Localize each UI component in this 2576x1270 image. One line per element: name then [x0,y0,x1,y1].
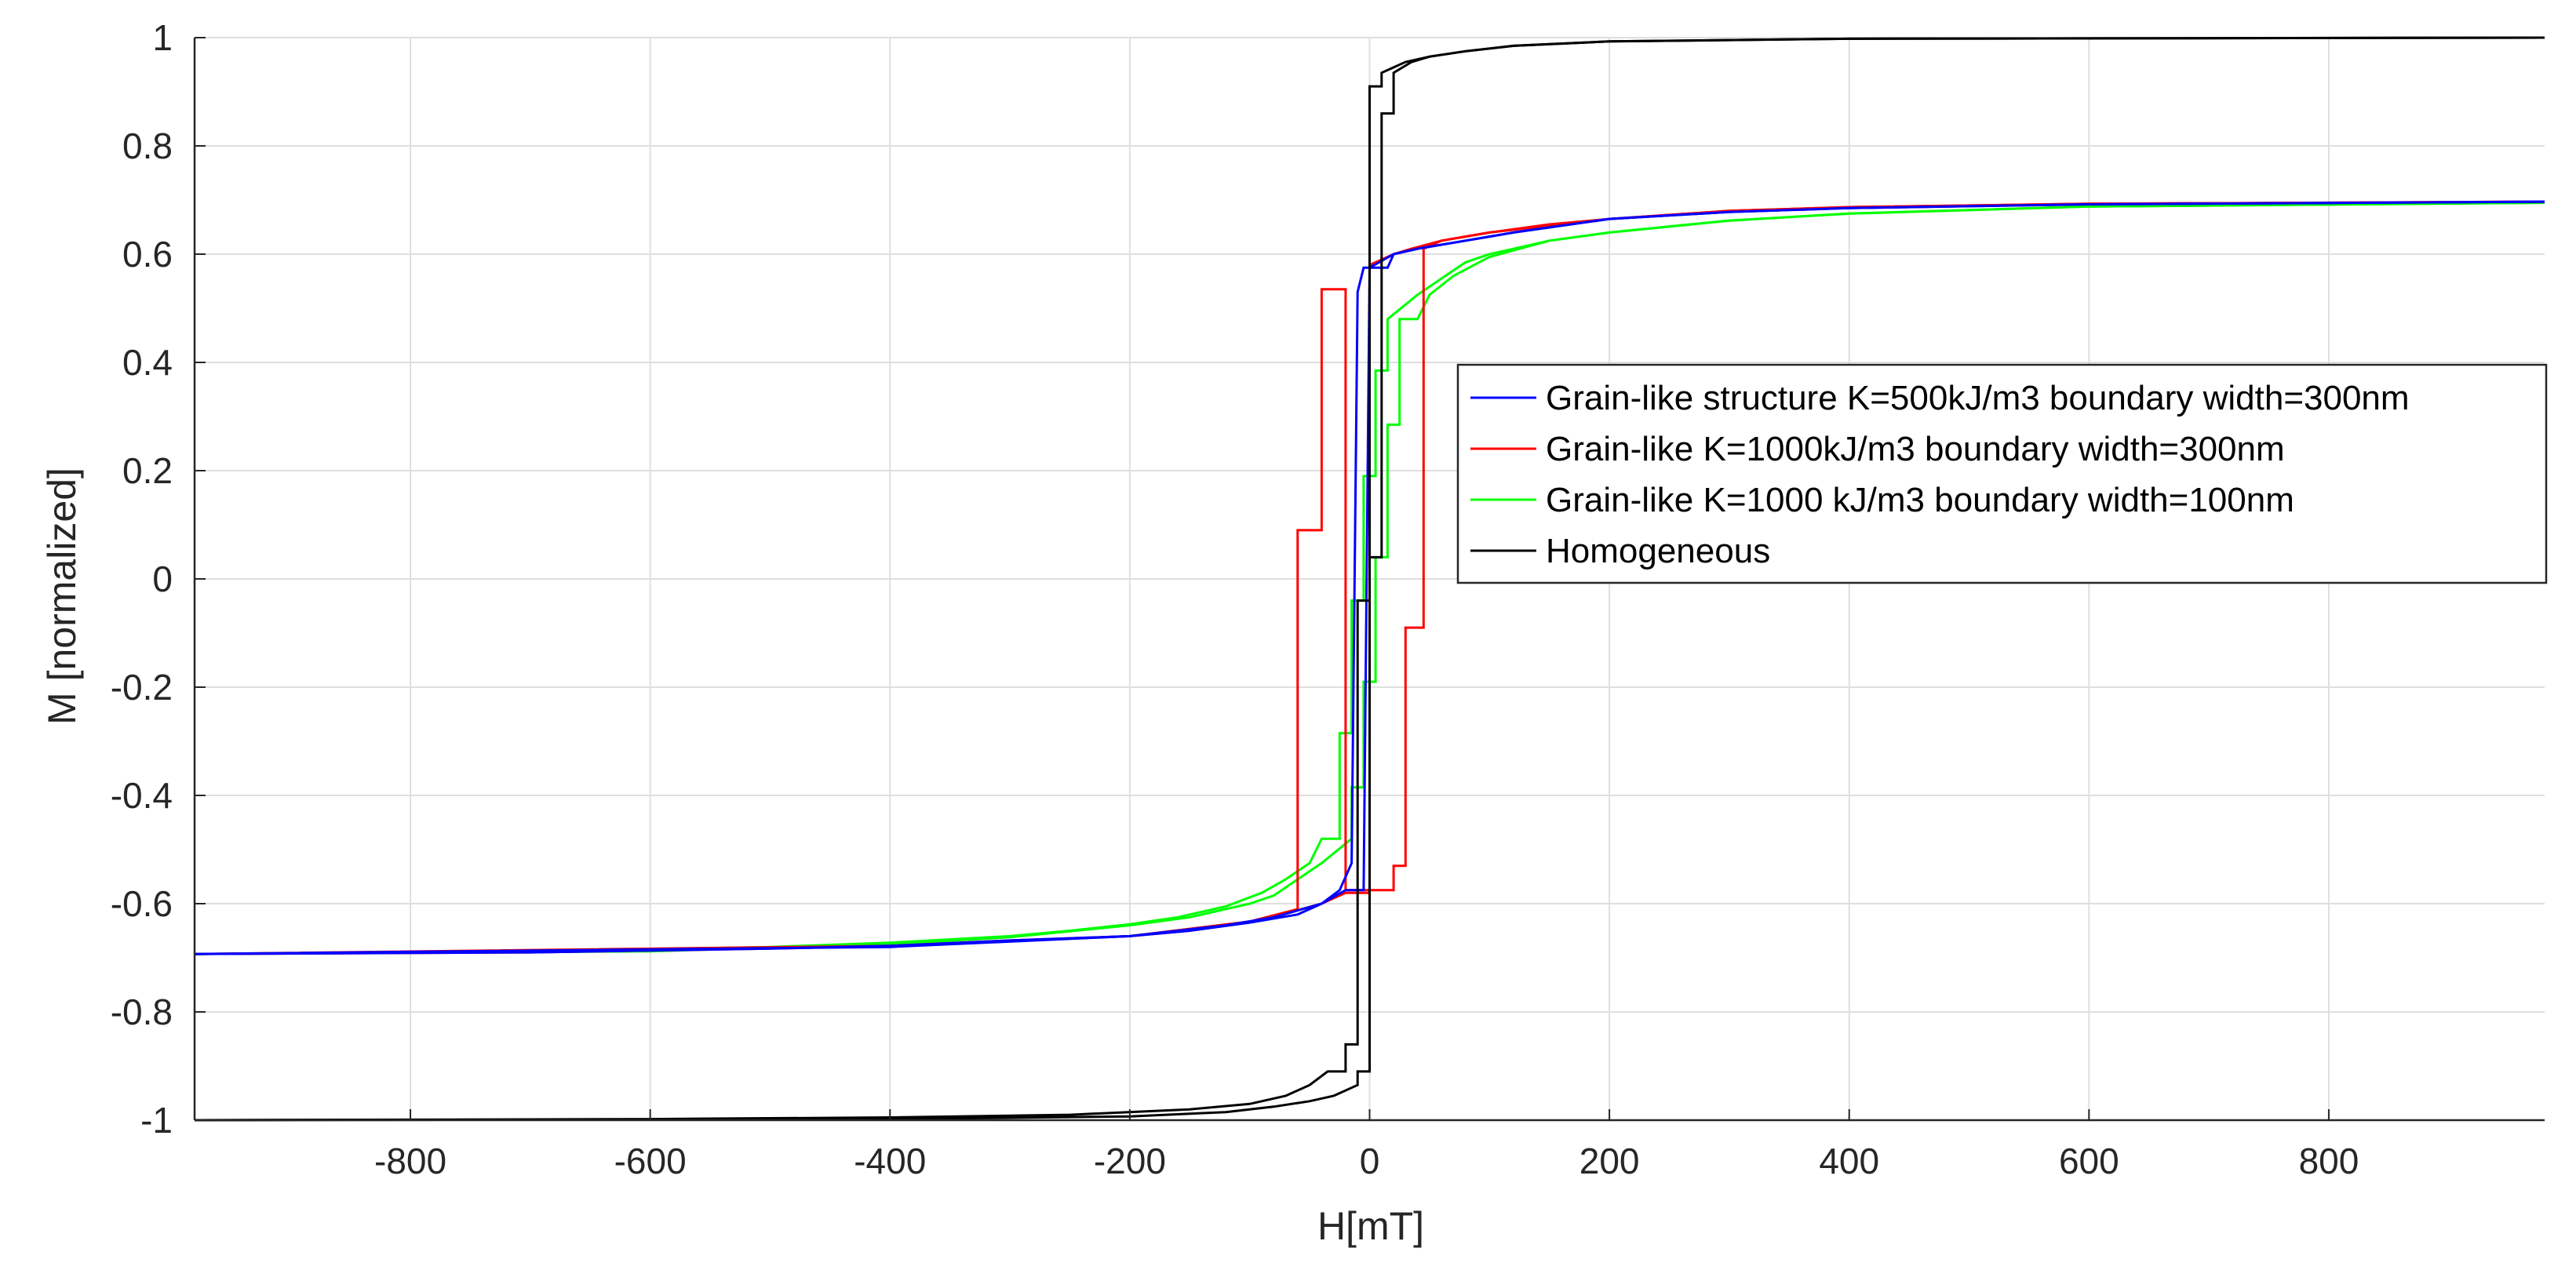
x-tick-label: -800 [374,1141,446,1181]
legend-label: Grain-like K=1000 kJ/m3 boundary width=1… [1546,481,2294,519]
axes [193,37,2545,1122]
legend-label: Grain-like structure K=500kJ/m3 boundary… [1546,379,2410,417]
series-line [194,200,2545,955]
y-tick-label: 0.6 [122,234,173,275]
x-tick-label: 0 [1360,1141,1380,1181]
legend-box [1456,363,2548,584]
y-tick-label: -0.8 [111,992,173,1032]
y-tick-label: -0.6 [111,883,173,924]
legend-label: Homogeneous [1546,532,1770,570]
series-line [194,36,2545,1122]
y-tick-label: -0.4 [111,775,173,816]
legend: Grain-like structure K=500kJ/m3 boundary… [1456,363,2548,584]
y-tick-label: 0.2 [122,450,173,491]
x-tick-label: 200 [1579,1141,1640,1181]
x-tick-label: -600 [614,1141,687,1181]
y-tick-label: -1 [140,1100,173,1141]
y-tick-label: 0 [152,559,173,599]
x-tick-label: -200 [1094,1141,1166,1181]
y-axis-label: M [normalized] [40,468,84,725]
y-tick-label: 0.8 [122,126,173,166]
x-tick-label: -400 [854,1141,926,1181]
x-tick-label: 400 [1819,1141,1879,1181]
y-tick-label: 1 [152,17,173,58]
y-tick-label: 0.4 [122,342,173,383]
y-tick-label: -0.2 [111,667,173,708]
x-tick-label: 600 [2059,1141,2119,1181]
tick-labels: -800 -600 -400 -200 0 200 400 600 800 -1 -0.8 -0.6 -… [111,17,2359,1181]
series-line [194,202,2545,955]
legend-label: Grain-like K=1000kJ/m3 boundary width=30… [1546,430,2285,468]
x-tick-label: 800 [2299,1141,2359,1181]
data-series [194,36,2545,1122]
x-axis-label: H[mT] [1317,1204,1424,1248]
